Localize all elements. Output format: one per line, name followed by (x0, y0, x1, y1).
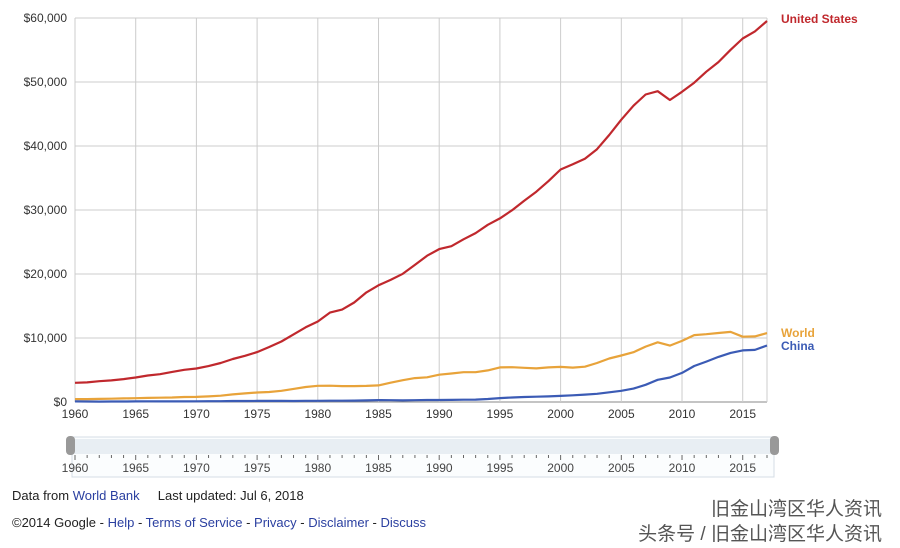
footer-link-help[interactable]: Help (107, 515, 135, 530)
watermark-line1: 旧金山湾区华人资讯 (710, 499, 882, 520)
series-label: United States (781, 12, 858, 26)
data-source: Data from World Bank Last updated: Jul 6… (12, 488, 304, 503)
x-tick-label: 1980 (304, 407, 331, 421)
data-from-label: Data from (12, 488, 70, 503)
separator: - (242, 515, 255, 530)
footer-link-discuss[interactable]: Discuss (380, 515, 426, 530)
x-tick-label: 2000 (547, 407, 574, 421)
timeline-handle-start[interactable] (66, 436, 75, 455)
x-tick-label: 2010 (669, 407, 696, 421)
x-tick-label: 2005 (608, 407, 635, 421)
y-tick-label: $20,000 (24, 267, 68, 281)
timeline-label: 1960 (62, 461, 89, 475)
y-tick-label: $0 (54, 395, 68, 409)
x-tick-label: 1985 (365, 407, 392, 421)
timeline-label: 1980 (304, 461, 331, 475)
world-bank-link[interactable]: World Bank (72, 488, 140, 503)
y-tick-label: $40,000 (24, 139, 68, 153)
timeline-label: 1990 (426, 461, 453, 475)
series-label: World (781, 326, 815, 340)
series-line-united-states (74, 20, 768, 384)
x-tick-label: 1990 (426, 407, 453, 421)
timeline-label: 1995 (487, 461, 514, 475)
timeline-label: 2010 (669, 461, 696, 475)
y-tick-label: $30,000 (24, 203, 68, 217)
y-tick-label: $60,000 (24, 11, 68, 25)
footer-link-disclaimer[interactable]: Disclaimer (308, 515, 369, 530)
series-line-world (75, 330, 768, 401)
x-tick-label: 1965 (122, 407, 149, 421)
timeline-handle-end[interactable] (770, 436, 779, 455)
footer-link-privacy[interactable]: Privacy (254, 515, 297, 530)
timeline-label: 1975 (244, 461, 271, 475)
separator: - (368, 515, 381, 530)
series-label: China (781, 339, 815, 353)
y-tick-label: $10,000 (24, 331, 68, 345)
separator: - (96, 515, 108, 530)
footer-link-terms-of-service[interactable]: Terms of Service (145, 515, 243, 530)
series-line-china (74, 344, 768, 403)
footer-links: ©2014 Google - Help - Terms of Service -… (12, 515, 426, 530)
last-updated: Last updated: Jul 6, 2018 (157, 488, 304, 503)
line-chart: $0 $10,000 $20,000 $30,000 $40,000 $50,000 $60… (24, 11, 858, 478)
x-tick-label: 1970 (183, 407, 210, 421)
timeline-label: 1965 (122, 461, 149, 475)
timeline-track (72, 439, 774, 454)
x-tick-label: 1975 (244, 407, 271, 421)
timeline-label: 2015 (729, 461, 756, 475)
timeline-label: 1985 (365, 461, 392, 475)
x-tick-label: 1960 (62, 407, 89, 421)
x-tick-label: 2015 (729, 407, 756, 421)
separator: - (296, 515, 309, 530)
timeline-label: 2005 (608, 461, 635, 475)
watermark-line2: 头条号 / 旧金山湾区华人资讯 (638, 524, 882, 545)
y-tick-label: $50,000 (24, 75, 68, 89)
x-tick-label: 1995 (487, 407, 514, 421)
separator: - (134, 515, 146, 530)
timeline-label: 2000 (547, 461, 574, 475)
timeline-label: 1970 (183, 461, 210, 475)
copyright: ©2014 Google (12, 515, 97, 530)
